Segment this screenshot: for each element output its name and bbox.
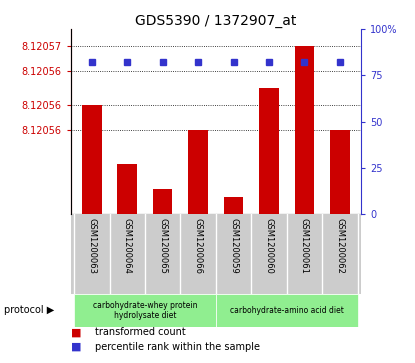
Text: GSM1200063: GSM1200063: [87, 218, 96, 274]
Text: carbohydrate-whey protein
hydrolysate diet: carbohydrate-whey protein hydrolysate di…: [93, 301, 197, 320]
Bar: [216, 294, 357, 327]
Bar: [259, 88, 279, 214]
Title: GDS5390 / 1372907_at: GDS5390 / 1372907_at: [135, 14, 296, 28]
Text: GSM1200064: GSM1200064: [123, 218, 132, 274]
Text: ■: ■: [71, 342, 81, 352]
Bar: [117, 164, 137, 214]
Bar: [74, 294, 216, 327]
Text: GSM1200062: GSM1200062: [335, 218, 344, 274]
Bar: [82, 105, 102, 214]
Bar: [188, 130, 208, 214]
Text: percentile rank within the sample: percentile rank within the sample: [95, 342, 261, 352]
Text: GSM1200061: GSM1200061: [300, 218, 309, 274]
Bar: [224, 197, 243, 214]
Text: GSM1200066: GSM1200066: [193, 218, 203, 274]
Bar: [295, 46, 314, 214]
Text: ■: ■: [71, 327, 81, 337]
Text: carbohydrate-amino acid diet: carbohydrate-amino acid diet: [230, 306, 344, 315]
Text: transformed count: transformed count: [95, 327, 186, 337]
Text: GSM1200059: GSM1200059: [229, 218, 238, 274]
Bar: [153, 189, 172, 214]
Text: GSM1200060: GSM1200060: [264, 218, 273, 274]
Text: GSM1200065: GSM1200065: [158, 218, 167, 274]
Text: protocol ▶: protocol ▶: [4, 305, 54, 315]
Bar: [330, 130, 349, 214]
